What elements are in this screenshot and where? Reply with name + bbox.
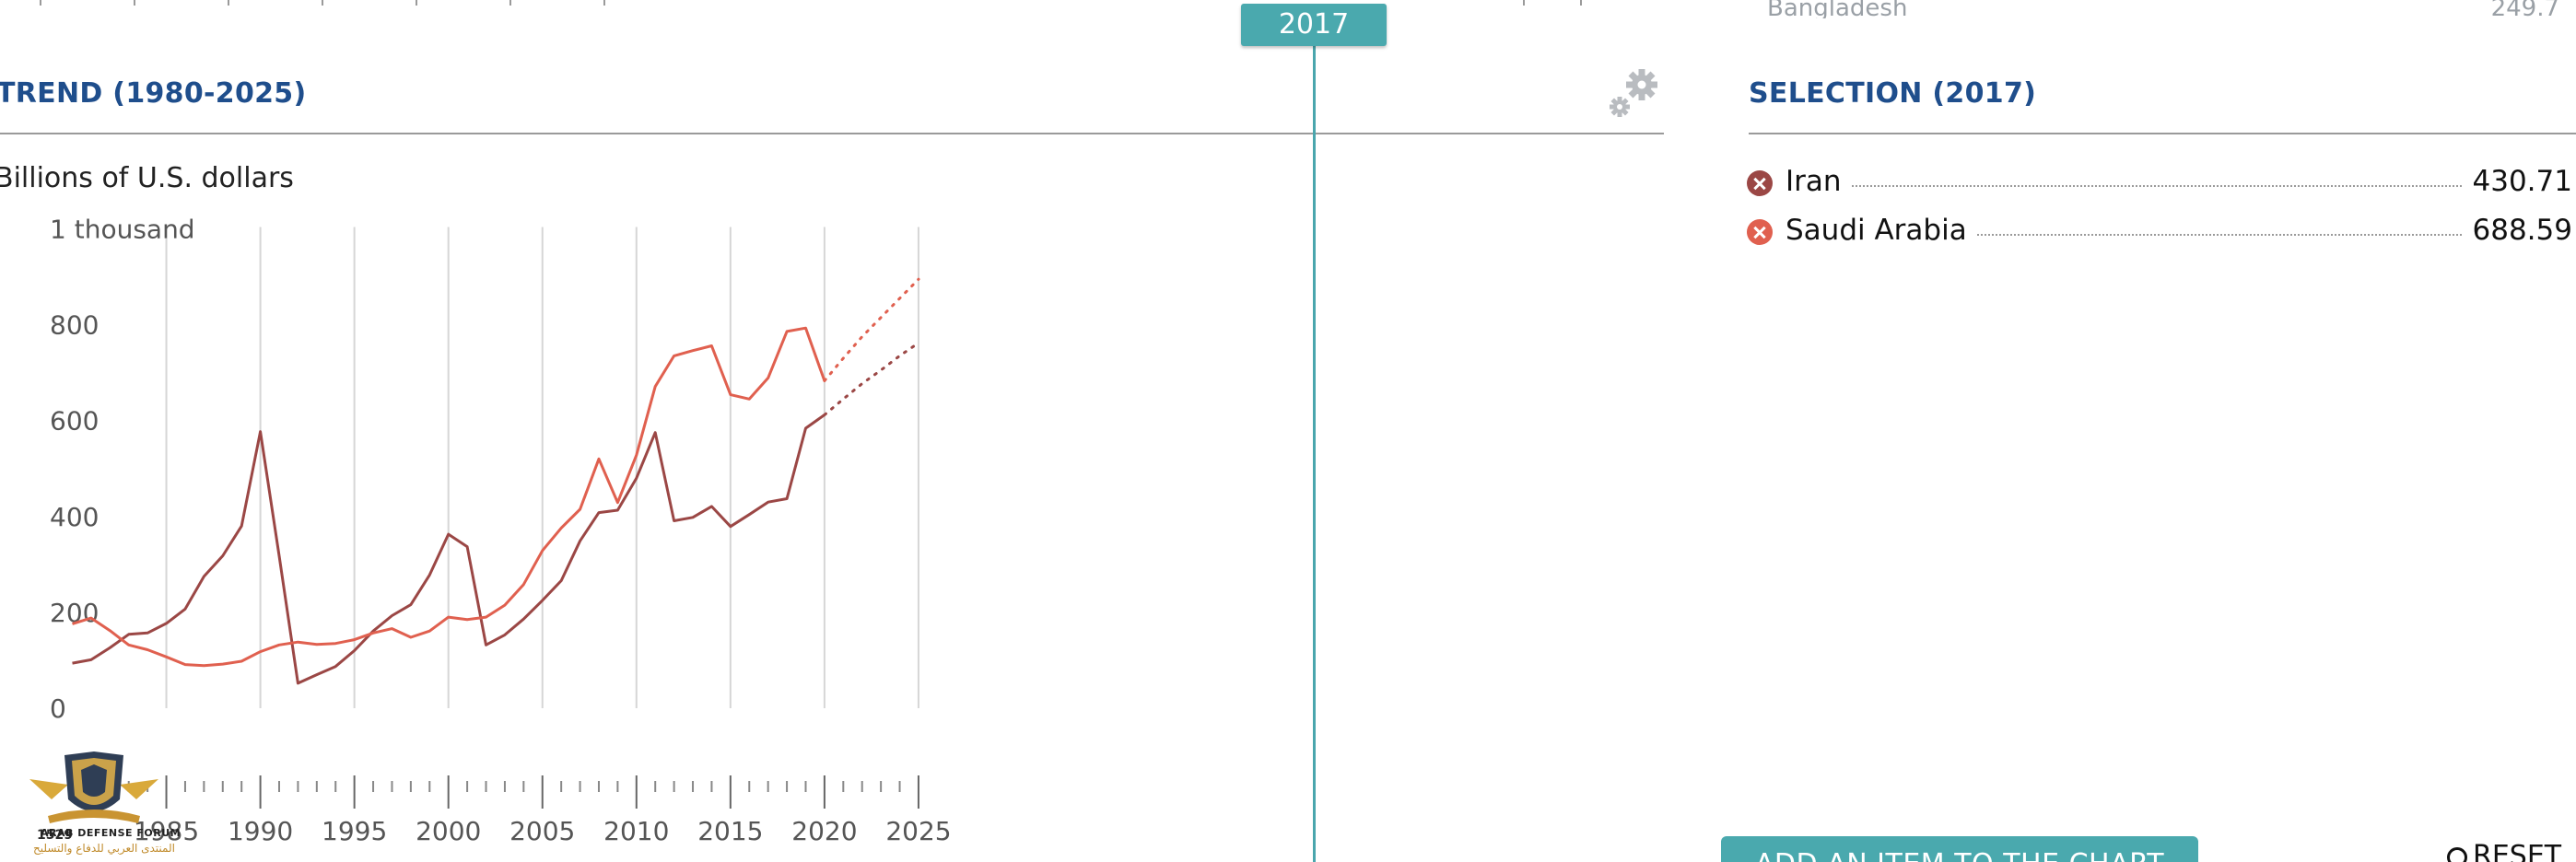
- remove-saudi-arabia-close-icon[interactable]: [1747, 219, 1773, 245]
- selection-item-value: 688.59: [2463, 214, 2572, 247]
- y-tick-label: 800: [50, 310, 99, 341]
- units-label: Billions of U.S. dollars: [0, 162, 294, 194]
- selection-item-iran: Iran 430.71: [1747, 165, 2572, 202]
- selection-item-name: Iran: [1786, 165, 1851, 198]
- x-tick-label: 2005: [509, 816, 575, 846]
- x-tick-label: 1985: [134, 816, 199, 846]
- add-item-button[interactable]: ADD AN ITEM TO THE CHART: [1721, 836, 2198, 862]
- selection-item-name: Saudi Arabia: [1786, 214, 1976, 247]
- x-tick-label: 2000: [416, 816, 481, 846]
- series-line-saudi-arabia: [72, 326, 826, 668]
- projection-line-iran: [823, 341, 920, 416]
- x-tick-label: 2010: [603, 816, 669, 846]
- clipped-top-axis: [40, 0, 1582, 6]
- leader-dots: [1786, 185, 2572, 187]
- projection-line-saudi-arabia: [823, 277, 920, 382]
- remove-iran-close-icon[interactable]: [1747, 170, 1773, 196]
- y-tick-label: 600: [50, 406, 99, 437]
- leader-dots: [1786, 234, 2572, 236]
- x-tick-label: 2015: [697, 816, 763, 846]
- gear-icon[interactable]: [1605, 64, 1664, 123]
- reset-button[interactable]: RESET: [2447, 840, 2561, 862]
- clipped-country-value: 249.7: [2490, 0, 2559, 18]
- logo-mark-text: 1529: [37, 828, 73, 843]
- x-tick-label: 2020: [791, 816, 857, 846]
- y-tick-label: 400: [50, 502, 99, 532]
- reset-label: RESET: [2473, 840, 2562, 862]
- y-tick-label: 1 thousand: [50, 215, 195, 245]
- logo-line-1: ARAB DEFENSE FORUM: [41, 827, 181, 839]
- selection-title: SELECTION (2017): [1749, 77, 2037, 110]
- logo-line-2: المنتدى العربي للدفاع والتسليح: [33, 842, 175, 855]
- trend-title: TREND (1980-2025): [0, 77, 307, 110]
- x-tick-label: 1995: [322, 816, 387, 846]
- year-marker-line: [1313, 44, 1316, 862]
- year-marker-handle[interactable]: 2017: [1241, 4, 1387, 46]
- reset-icon: [2447, 847, 2467, 862]
- clipped-country-name: Bangladesh: [1767, 0, 1908, 18]
- series-line-iran: [72, 414, 825, 685]
- selection-header-rule: [1749, 133, 2576, 134]
- selection-item-value: 430.71: [2463, 165, 2572, 198]
- clipped-list-row: Bangladesh 249.7: [1767, 0, 2559, 18]
- y-tick-label: 0: [50, 693, 66, 724]
- forum-logo-watermark: 1529: [29, 751, 158, 843]
- x-tick-label: 2025: [885, 816, 951, 846]
- selection-item-saudi-arabia: Saudi Arabia 688.59: [1747, 214, 2572, 250]
- x-tick-label: 1990: [228, 816, 293, 846]
- trend-header-rule: [0, 133, 1664, 134]
